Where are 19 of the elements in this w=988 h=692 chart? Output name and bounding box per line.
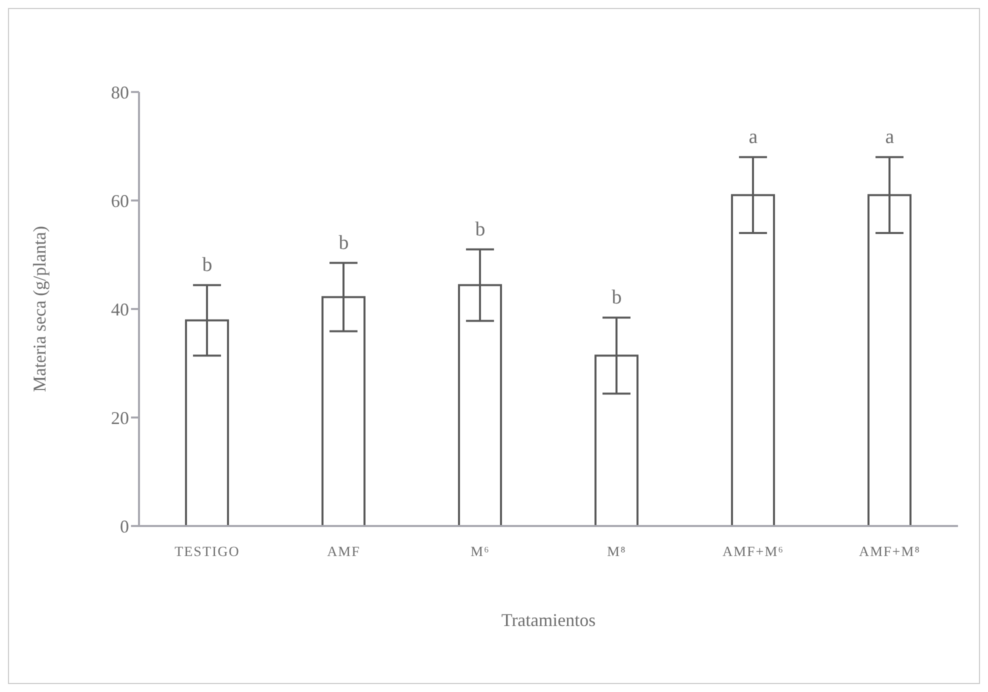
annotation: b [202, 254, 212, 276]
annotation: b [338, 232, 349, 254]
x-tick-label: M⁸ [607, 544, 626, 560]
y-tick-label: 40 [111, 299, 129, 320]
y-tick-label: 80 [111, 82, 129, 102]
annotation: a [885, 126, 894, 148]
y-tick-label: 0 [120, 516, 129, 536]
y-axis-title: Materia seca (g/planta) [29, 226, 50, 392]
annotation: b [475, 218, 486, 240]
y-tick-label: 60 [111, 190, 129, 211]
x-tick-label: AMF [327, 544, 360, 560]
x-tick-label: M⁶ [470, 544, 490, 560]
x-axis-title: Tratamientos [501, 610, 596, 630]
x-tick-label: TESTIGO [174, 544, 240, 560]
y-tick-label: 20 [111, 408, 129, 428]
annotation: a [748, 126, 758, 148]
x-tick-label: AMF+M⁶ [722, 544, 784, 560]
annotation: b [612, 286, 622, 309]
x-tick-label: AMF+M⁸ [858, 544, 921, 560]
